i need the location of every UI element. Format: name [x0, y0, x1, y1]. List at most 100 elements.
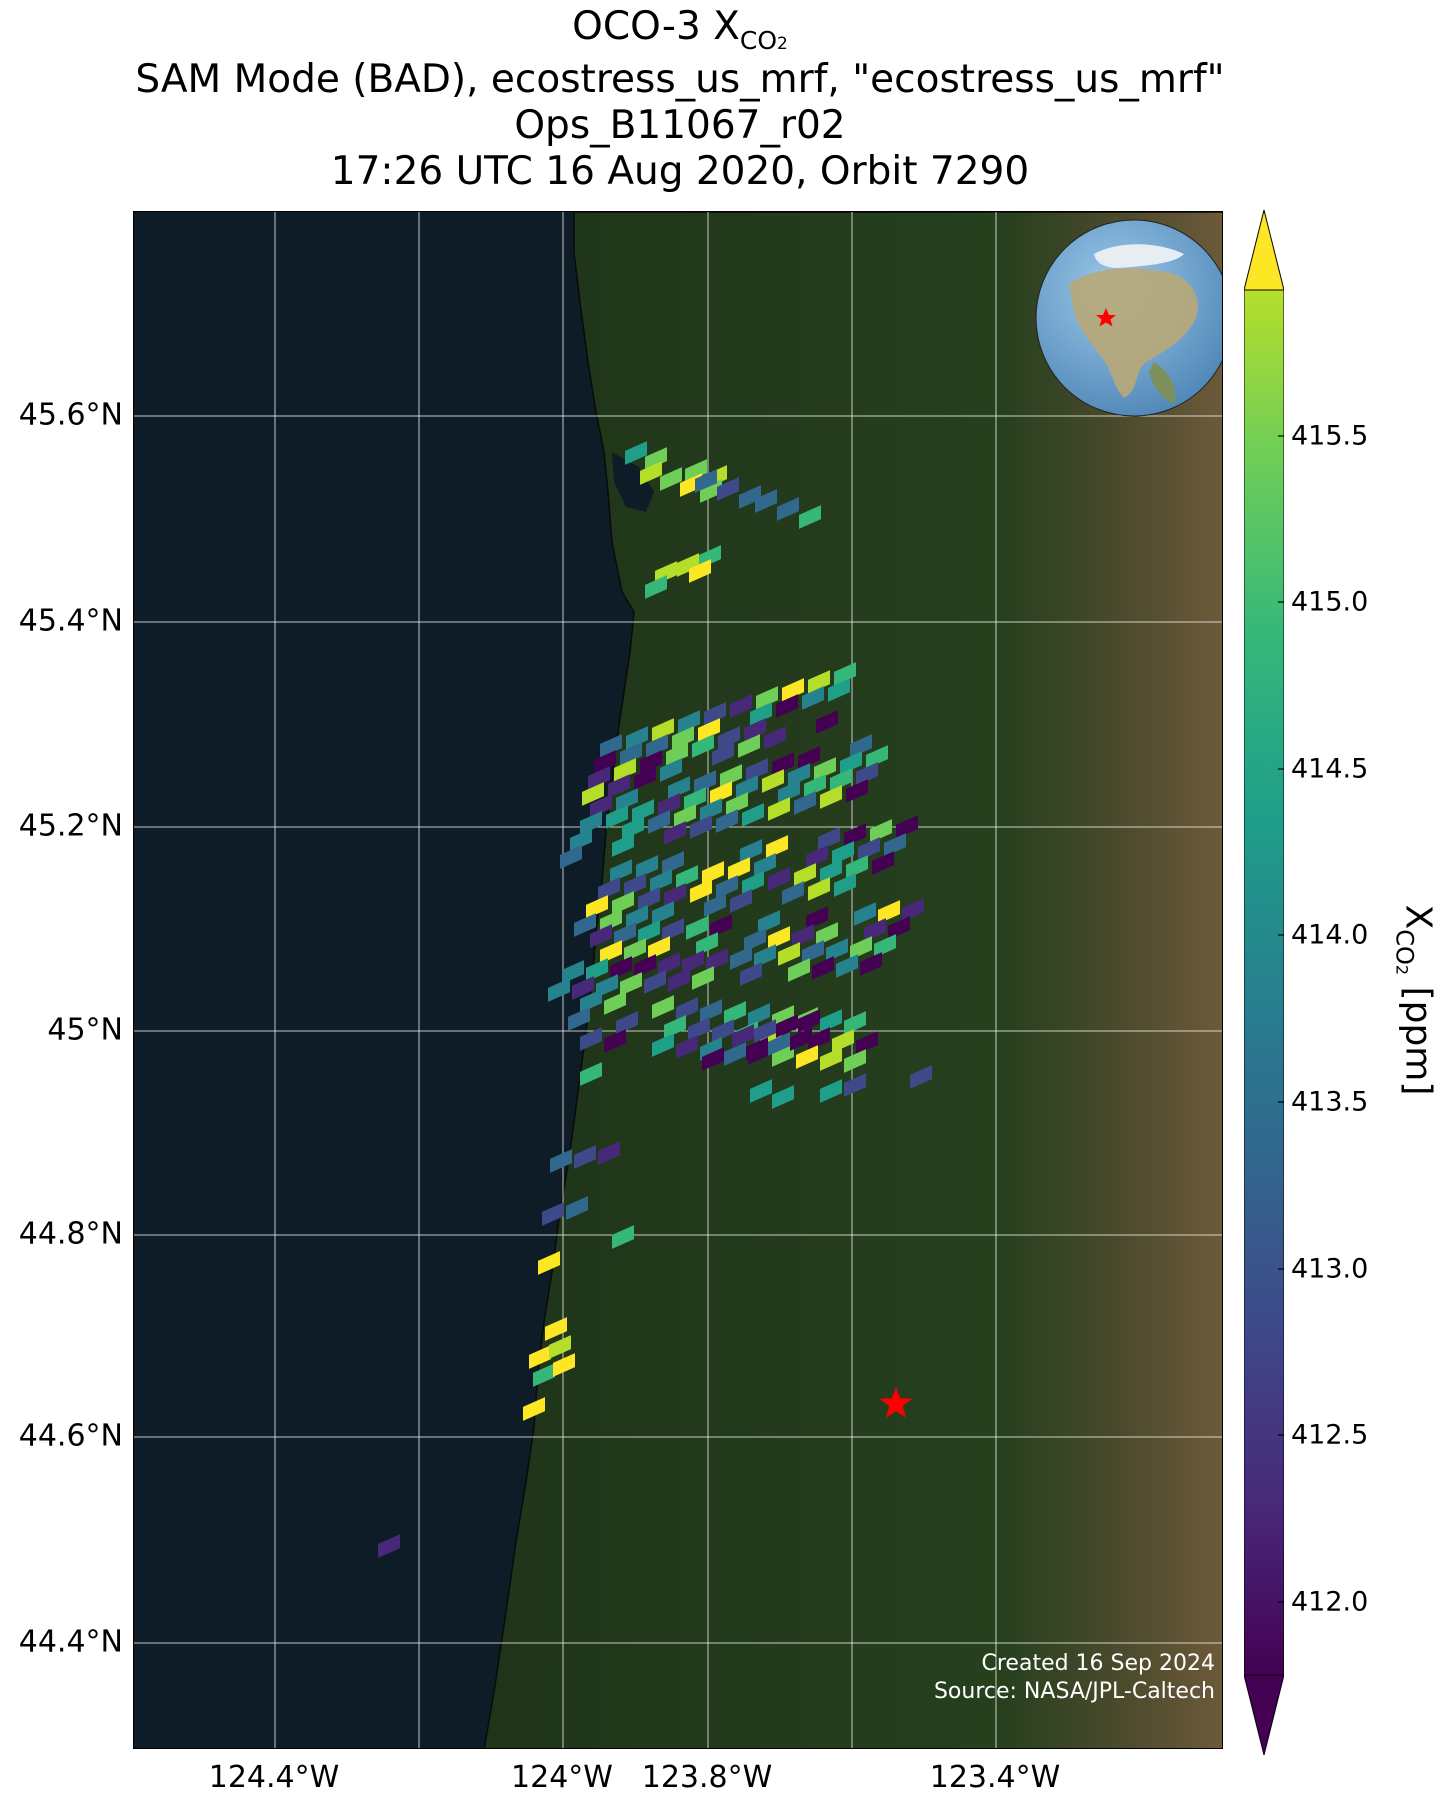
target-star-icon	[879, 1387, 913, 1418]
sounding-footprint	[664, 883, 686, 907]
lat-tick-label: 44.6°N	[18, 1418, 123, 1454]
sounding-footprint	[808, 877, 830, 901]
sounding-footprint	[860, 952, 882, 976]
sounding-footprint	[777, 497, 799, 521]
sounding-footprint	[844, 1073, 866, 1097]
sounding-footprint	[668, 776, 690, 800]
colorbar-label: XCO2 [ppm]	[1390, 904, 1439, 1096]
sounding-footprint	[788, 958, 810, 982]
sounding-footprint	[888, 916, 910, 940]
sounding-footprint	[652, 1033, 674, 1057]
sounding-footprint	[610, 859, 632, 883]
sounding-footprint	[550, 1149, 572, 1173]
sounding-footprint	[608, 774, 630, 798]
title-line-3: Ops_B11067_r02	[514, 103, 846, 148]
sounding-footprint	[776, 1014, 798, 1038]
sounding-footprint	[610, 956, 632, 980]
sounding-footprint	[754, 1019, 776, 1043]
sounding-footprint	[626, 905, 648, 929]
sounding-footprint	[778, 780, 800, 804]
sounding-footprint	[638, 887, 660, 911]
inset-globe	[1035, 219, 1222, 417]
sounding-footprint	[598, 1141, 620, 1165]
sounding-footprint	[590, 794, 612, 818]
sounding-footprint	[874, 934, 896, 958]
sounding-footprint	[744, 718, 766, 742]
sounding-footprint	[652, 901, 674, 925]
sounding-footprint	[658, 793, 680, 817]
sounding-footprint	[700, 999, 722, 1023]
sounding-footprint	[846, 855, 868, 879]
sounding-footprint	[660, 758, 682, 782]
sounding-footprint	[690, 815, 712, 839]
sounding-footprint	[652, 995, 674, 1019]
sounding-footprint	[574, 1145, 596, 1169]
lon-tick-label: 124.4°W	[208, 1760, 340, 1795]
sounding-footprint	[720, 764, 742, 788]
sounding-footprint	[634, 766, 656, 790]
sounding-footprint	[746, 1037, 768, 1061]
sounding-footprint	[826, 938, 848, 962]
sounding-footprint	[523, 1397, 545, 1421]
sounding-footprint	[624, 938, 646, 962]
sounding-footprint	[762, 769, 784, 793]
sounding-footprint	[646, 734, 668, 758]
sounding-footprint	[808, 1027, 830, 1051]
sounding-footprint	[820, 859, 842, 883]
title-line-1: OCO-3 XCO2	[572, 4, 788, 55]
sounding-footprint	[776, 694, 798, 718]
sounding-footprint	[910, 1065, 932, 1089]
sounding-footprint	[702, 1047, 724, 1071]
sounding-footprint	[744, 928, 766, 952]
sounding-footprint	[644, 970, 666, 994]
sounding-footprint	[902, 898, 924, 922]
sounding-footprint	[706, 948, 728, 972]
sounding-footprint	[820, 785, 842, 809]
sounding-footprint	[820, 1079, 842, 1103]
credit-line-created: Created 16 Sep 2024	[981, 1651, 1216, 1676]
sounding-footprint	[625, 441, 647, 465]
sounding-footprint	[598, 877, 620, 901]
sounding-footprint	[572, 976, 594, 1000]
sounding-footprint	[844, 1011, 866, 1035]
sounding-footprint	[700, 798, 722, 822]
lat-tick-label: 44.4°N	[18, 1624, 123, 1660]
sounding-footprint	[816, 922, 838, 946]
sounding-footprint	[566, 1196, 588, 1220]
sounding-footprint	[840, 751, 862, 775]
colorbar-extend-bottom	[1244, 1674, 1284, 1755]
sounding-footprint	[545, 1317, 567, 1341]
sounding-footprint	[820, 1047, 842, 1071]
sounding-footprint	[604, 1029, 626, 1053]
sounding-footprint	[658, 952, 680, 976]
sounding-footprint	[754, 853, 776, 877]
sounding-footprint	[695, 469, 717, 493]
sounding-footprint	[850, 936, 872, 960]
sounding-footprint	[740, 962, 762, 986]
sounding-footprint	[806, 845, 828, 869]
sounding-footprint	[542, 1202, 564, 1226]
sounding-footprint	[704, 893, 726, 917]
sounding-footprint	[664, 1015, 686, 1039]
sounding-footprint	[844, 1049, 866, 1073]
sounding-footprint	[872, 851, 894, 875]
credit-text: Created 16 Sep 2024 Source: NASA/JPL-Cal…	[934, 1650, 1215, 1706]
map-panel[interactable]	[133, 211, 1223, 1749]
sounding-footprint	[676, 865, 698, 889]
sounding-footprint	[736, 775, 758, 799]
sounding-footprint	[677, 553, 699, 577]
sounding-footprint	[768, 797, 790, 821]
sounding-footprint	[538, 1251, 560, 1275]
sounding-footprint	[600, 940, 622, 964]
sounding-footprint	[750, 1079, 772, 1103]
sounding-footprint	[828, 678, 850, 702]
sounding-footprint	[812, 956, 834, 980]
sounding-footprint	[588, 766, 610, 790]
sounding-footprint	[778, 942, 800, 966]
colorbar-tick-label: 412.0	[1291, 1586, 1369, 1618]
sounding-footprint	[772, 752, 794, 776]
sounding-footprint	[732, 1024, 754, 1048]
sounding-footprint	[832, 841, 854, 865]
sounding-footprint	[718, 726, 740, 750]
lon-tick-label: 123.4°W	[929, 1760, 1061, 1795]
